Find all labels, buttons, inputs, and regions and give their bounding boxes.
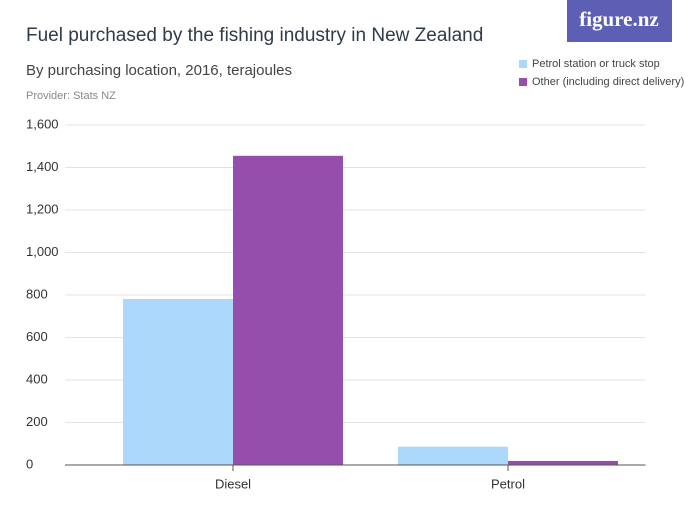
- legend-label: Other (including direct delivery): [532, 76, 684, 88]
- logo: figure.nz: [579, 7, 659, 31]
- y-tick-label: 400: [26, 371, 48, 386]
- y-tick-label: 1,600: [26, 116, 59, 131]
- y-tick-label: 1,400: [26, 159, 59, 174]
- y-tick-label: 800: [26, 286, 48, 301]
- legend-swatch: [519, 60, 527, 68]
- y-tick-label: 1,000: [26, 244, 59, 259]
- chart-title: Fuel purchased by the fishing industry i…: [26, 25, 483, 46]
- y-tick-label: 600: [26, 329, 48, 344]
- bar: [233, 155, 343, 465]
- bar: [398, 446, 508, 465]
- y-tick-label: 0: [26, 456, 33, 471]
- legend-label: Petrol station or truck stop: [532, 58, 660, 70]
- x-tick-label: Diesel: [215, 476, 251, 491]
- bar: [123, 299, 233, 465]
- y-tick-label: 1,200: [26, 201, 59, 216]
- source: Provider: Stats NZ: [26, 90, 116, 102]
- y-tick-label: 200: [26, 414, 48, 429]
- logo-box: [567, 0, 672, 42]
- bar: [508, 460, 618, 465]
- chart-subtitle: By purchasing location, 2016, terajoules: [26, 62, 292, 79]
- x-tick-label: Petrol: [491, 476, 525, 491]
- legend-swatch: [519, 78, 527, 86]
